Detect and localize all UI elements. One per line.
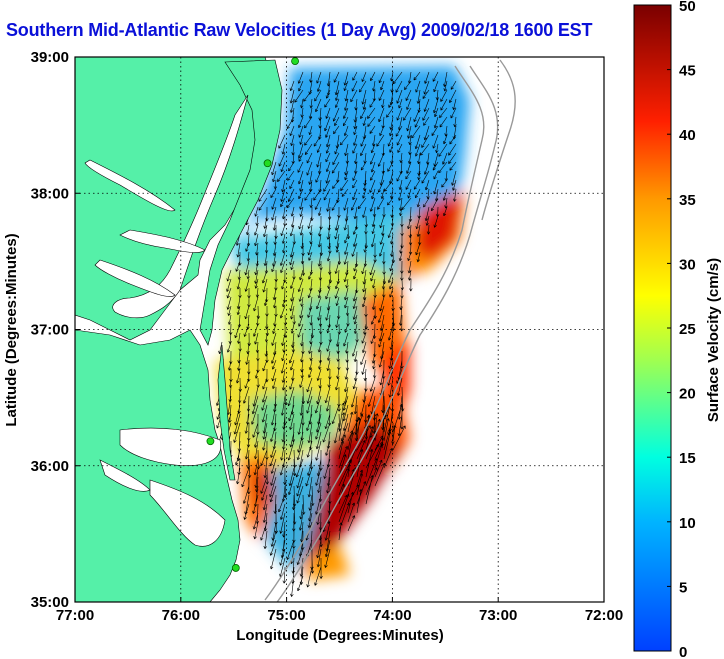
- map-grid: [75, 57, 604, 602]
- y-tick-label: 37:00: [31, 322, 69, 339]
- x-axis-label: Longitude (Degrees:Minutes): [236, 627, 444, 644]
- colorbar-tick-label: 25: [679, 321, 696, 338]
- colorbar-tick-label: 5: [679, 579, 687, 596]
- station-marker: [206, 437, 215, 446]
- colorbar-tick-label: 30: [679, 256, 696, 273]
- station-marker: [291, 57, 299, 65]
- x-tick-label: 73:00: [479, 607, 517, 624]
- axis-ticks: 77:00 76:00 75:00 74:00 73:00 72:00 35:00 36:00…: [31, 49, 624, 624]
- colorbar-tick-label: 35: [679, 192, 696, 209]
- colorbar-tick-label: 10: [679, 515, 696, 532]
- y-tick-label: 38:00: [31, 185, 69, 202]
- colorbar-tick-label: 15: [679, 450, 696, 467]
- map-title: Southern Mid-Atlantic Raw Velocities (1 …: [6, 20, 593, 40]
- colorbar-tick-label: 50: [679, 0, 696, 15]
- colorbar-tick-label: 20: [679, 386, 696, 403]
- y-axis-label: Latitude (Degrees:Minutes): [3, 233, 20, 426]
- y-tick-label: 35:00: [31, 594, 69, 611]
- x-tick-label: 76:00: [162, 607, 200, 624]
- x-tick-label: 77:00: [56, 607, 94, 624]
- colorbar: 0 5 10 15 20 25 30 35 40 45 50 Surface Velocity (c…: [633, 0, 722, 659]
- colorbar-tick-label: 0: [679, 644, 687, 659]
- bay-water: [84, 94, 249, 547]
- y-tick-label: 36:00: [31, 458, 69, 475]
- colorbar-tick-label: 45: [679, 63, 696, 80]
- station-marker: [263, 159, 272, 168]
- colorbar-ticks: 0 5 10 15 20 25 30 35 40 45 50: [667, 0, 696, 659]
- colorbar-label: Surface Velocity (cm/s): [705, 258, 722, 422]
- colorbar-tick-label: 40: [679, 127, 696, 144]
- colorbar-scale: [633, 4, 672, 652]
- x-tick-label: 72:00: [585, 607, 623, 624]
- x-tick-label: 75:00: [267, 607, 305, 624]
- y-tick-label: 39:00: [31, 49, 69, 66]
- bathymetry-contours: [264, 59, 516, 602]
- x-tick-label: 74:00: [373, 607, 411, 624]
- radar-stations: [206, 57, 299, 572]
- station-marker: [231, 564, 240, 572]
